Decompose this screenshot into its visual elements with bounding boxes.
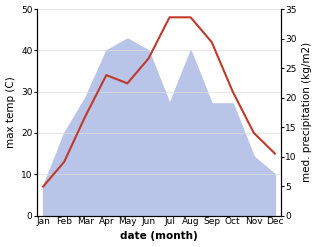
Y-axis label: med. precipitation (kg/m2): med. precipitation (kg/m2) (302, 42, 313, 182)
Y-axis label: max temp (C): max temp (C) (5, 76, 16, 148)
X-axis label: date (month): date (month) (120, 231, 198, 242)
